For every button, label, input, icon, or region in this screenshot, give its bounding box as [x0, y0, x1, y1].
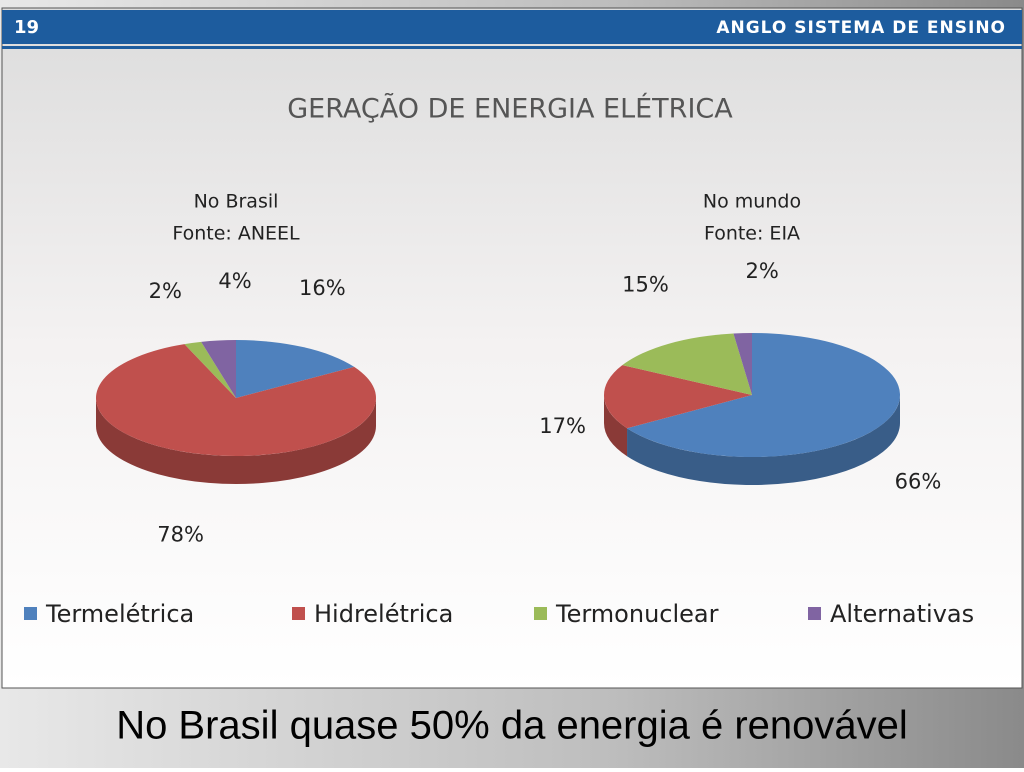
- value-label: 17%: [539, 414, 586, 438]
- slide-number: 19: [14, 17, 39, 38]
- pie-slice: Termonuclear: [622, 333, 752, 395]
- header-bar: [2, 10, 1022, 44]
- legend-swatch: [24, 607, 37, 620]
- charts: No Brasil Fonte: ANEEL Termelétrica 16% Hidr…: [24, 191, 974, 628]
- slide-title: GERAÇÃO DE ENERGIA ELÉTRICA: [287, 93, 733, 125]
- pie-slice: Termonuclear: [184, 341, 236, 398]
- value-label: 2%: [149, 279, 182, 303]
- legend-label: Hidrelétrica: [314, 600, 453, 628]
- value-label: 66%: [895, 469, 942, 493]
- legend-swatch: [534, 607, 547, 620]
- pie-slice: Termelétrica: [236, 340, 355, 398]
- caption: No Brasil quase 50% da energia é renováv…: [116, 704, 908, 748]
- pie-slice: Alternativas: [201, 340, 236, 398]
- value-label: 4%: [218, 269, 251, 293]
- chart-subtitle: Fonte: ANEEL: [172, 223, 300, 245]
- pie-side: [604, 395, 628, 457]
- chart-title: No mundo: [703, 191, 801, 213]
- pie-slice: Termelétrica: [627, 333, 900, 457]
- brand: ANGLO SISTEMA DE ENSINO: [716, 18, 1006, 38]
- chart-subtitle: Fonte: EIA: [704, 223, 800, 245]
- value-label: 16%: [299, 276, 346, 300]
- value-label: 15%: [622, 272, 669, 296]
- legend-label: Alternativas: [830, 600, 974, 628]
- legend-swatch: [808, 607, 821, 620]
- pie-side: [627, 395, 901, 485]
- legend-label: Termelétrica: [45, 600, 194, 628]
- chart-title: No Brasil: [194, 191, 279, 213]
- header-rule: [2, 46, 1022, 49]
- legend-swatch: [292, 607, 305, 620]
- pie-side: [96, 398, 376, 484]
- pie-slice: Hidrelétrica: [604, 365, 752, 429]
- pie-slice: Alternativas: [733, 333, 752, 395]
- legend-label: Termonuclear: [555, 600, 719, 628]
- value-label: 2%: [745, 259, 778, 283]
- pie-slice: Hidrelétrica: [95, 344, 376, 456]
- value-label: 78%: [157, 522, 204, 546]
